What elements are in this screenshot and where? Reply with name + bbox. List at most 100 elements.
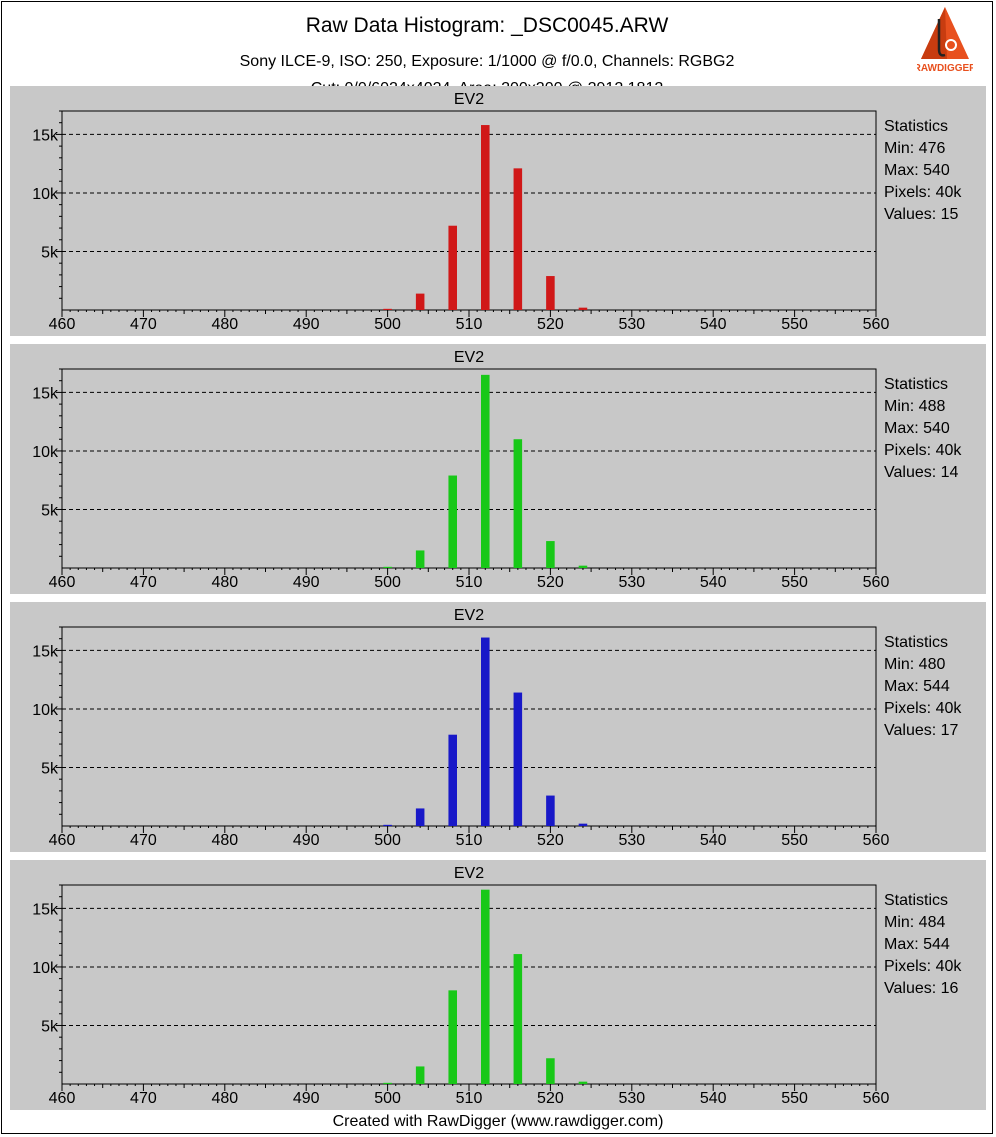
histogram-bar [546,541,555,568]
x-tick-label: 550 [781,832,808,849]
logo-shadow-icon [921,7,947,59]
histogram-bar [481,889,490,1084]
histogram-bar [383,308,392,310]
x-tick-label: 510 [456,832,483,849]
x-tick-label: 560 [863,1090,890,1107]
logo-ring-icon [945,39,957,51]
x-tick-label: 530 [618,316,645,333]
chart-title: EV2 [454,865,484,882]
histogram-bar [448,990,457,1084]
statistics-line: Pixels: 40k [884,442,962,459]
x-tick-label: 530 [618,574,645,591]
statistics-line: Max: 544 [884,936,950,953]
logo-text: RAWDIGGER [917,63,973,74]
x-tick-label: 490 [293,832,320,849]
histogram-bar [546,795,555,826]
x-tick-label: 550 [781,574,808,591]
x-tick-label: 550 [781,316,808,333]
x-tick-label: 520 [537,574,564,591]
statistics-heading: Statistics [884,892,948,909]
histogram-bar [415,1066,425,1084]
x-tick-label: 540 [700,832,727,849]
statistics-line: Values: 16 [884,980,959,997]
histogram-bar [513,439,523,568]
histogram-bar [578,565,588,568]
statistics-line: Pixels: 40k [884,700,962,717]
x-tick-label: 460 [49,316,76,333]
x-tick-label: 540 [700,316,727,333]
x-tick-label: 560 [863,316,890,333]
statistics-line: Values: 14 [884,464,959,481]
y-tick-label: 15k [32,901,59,918]
x-tick-label: 480 [211,1090,238,1107]
x-tick-label: 460 [49,1090,76,1107]
histogram-bar [481,637,490,826]
x-tick-label: 470 [130,574,157,591]
x-tick-label: 470 [130,316,157,333]
x-tick-label: 560 [863,574,890,591]
statistics-line: Max: 544 [884,678,950,695]
x-tick-label: 470 [130,832,157,849]
histogram-bar [578,307,588,310]
x-tick-label: 470 [130,1090,157,1107]
x-tick-label: 480 [211,316,238,333]
x-tick-label: 460 [49,832,76,849]
histogram-bar [513,168,523,310]
y-tick-label: 5k [41,502,59,519]
statistics-line: Pixels: 40k [884,184,962,201]
histogram-bar [383,824,392,826]
chart-title: EV2 [454,349,484,366]
histogram-panel [10,602,986,852]
x-tick-label: 480 [211,574,238,591]
statistics-heading: Statistics [884,118,948,135]
histogram-panel [10,86,986,336]
x-tick-label: 550 [781,1090,808,1107]
histogram-bar [448,225,457,310]
x-tick-label: 490 [293,574,320,591]
histogram-bar [415,808,425,826]
statistics-line: Values: 15 [884,206,959,223]
histogram-bar [578,823,588,826]
x-tick-label: 530 [618,1090,645,1107]
x-tick-label: 540 [700,1090,727,1107]
statistics-line: Min: 484 [884,914,945,931]
x-tick-label: 530 [618,832,645,849]
camera-info: Sony ILCE-9, ISO: 250, Exposure: 1/1000 … [239,53,735,70]
statistics-heading: Statistics [884,376,948,393]
histogram-bar [383,566,392,568]
statistics-line: Pixels: 40k [884,958,962,975]
histogram-bar [481,125,490,310]
x-tick-label: 520 [537,832,564,849]
x-tick-label: 500 [374,1090,401,1107]
histogram-bar [513,954,523,1084]
x-tick-label: 460 [49,574,76,591]
page-title: Raw Data Histogram: _DSC0045.ARW [305,14,669,37]
y-tick-label: 10k [32,186,59,203]
histogram-bar [481,374,490,568]
chart-title: EV2 [454,607,484,624]
histogram-bar [546,1058,555,1084]
statistics-line: Min: 476 [884,140,945,157]
x-tick-label: 510 [456,574,483,591]
rawdigger-logo: RAWDIGGER [917,7,973,74]
x-tick-label: 560 [863,832,890,849]
x-tick-label: 500 [374,832,401,849]
y-tick-label: 15k [32,643,59,660]
histogram-bar [415,293,425,310]
histogram-bar [448,734,457,826]
histogram-panel [10,860,986,1110]
y-tick-label: 10k [32,444,59,461]
histogram-bar [415,550,425,568]
statistics-line: Min: 488 [884,398,945,415]
chart-title: EV2 [454,91,484,108]
x-tick-label: 480 [211,832,238,849]
y-tick-label: 5k [41,760,59,777]
x-tick-label: 510 [456,316,483,333]
y-tick-label: 15k [32,127,59,144]
logo-probe-icon [937,19,946,57]
x-tick-label: 520 [537,316,564,333]
x-tick-label: 500 [374,316,401,333]
histogram-panel [10,344,986,594]
